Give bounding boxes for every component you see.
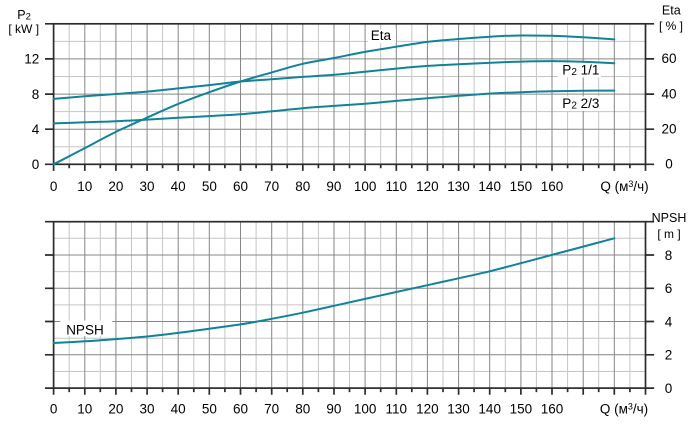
svg-text:8: 8 (665, 248, 673, 263)
svg-text:60: 60 (233, 179, 248, 194)
svg-text:60: 60 (661, 51, 676, 66)
svg-text:Eta: Eta (662, 4, 681, 18)
svg-text:P2 2/3: P2 2/3 (562, 96, 599, 112)
svg-text:40: 40 (171, 402, 186, 417)
svg-text:20: 20 (108, 179, 123, 194)
svg-text:90: 90 (326, 402, 341, 417)
svg-text:100: 100 (354, 179, 377, 194)
svg-text:[ kW ]: [ kW ] (8, 22, 39, 36)
svg-text:160: 160 (541, 179, 564, 194)
svg-text:60: 60 (233, 402, 248, 417)
svg-text:110: 110 (385, 402, 407, 417)
svg-text:50: 50 (202, 402, 217, 417)
svg-text:4: 4 (32, 122, 40, 137)
svg-text:10: 10 (77, 179, 92, 194)
svg-text:120: 120 (416, 179, 439, 194)
svg-text:40: 40 (171, 179, 186, 194)
svg-text:150: 150 (510, 179, 533, 194)
svg-text:100: 100 (354, 402, 377, 417)
svg-text:P2: P2 (17, 8, 31, 23)
svg-text:110: 110 (385, 179, 407, 194)
svg-text:[ m ]: [ m ] (657, 227, 680, 241)
svg-text:140: 140 (478, 402, 501, 417)
svg-text:12: 12 (24, 52, 39, 67)
svg-text:2: 2 (665, 348, 673, 363)
svg-text:Eta: Eta (371, 28, 392, 43)
svg-text:120: 120 (416, 402, 439, 417)
svg-text:4: 4 (665, 314, 673, 329)
svg-text:Q (м3/ч): Q (м3/ч) (600, 179, 648, 194)
svg-text:6: 6 (665, 281, 673, 296)
svg-text:P2 1/1: P2 1/1 (562, 62, 599, 78)
svg-text:[ % ]: [ % ] (659, 19, 683, 33)
svg-text:Q (м3/ч): Q (м3/ч) (600, 402, 648, 417)
svg-text:150: 150 (510, 402, 533, 417)
svg-text:10: 10 (77, 402, 92, 417)
svg-text:0: 0 (50, 179, 58, 194)
svg-text:20: 20 (661, 121, 676, 136)
svg-text:8: 8 (32, 87, 40, 102)
svg-text:70: 70 (264, 402, 279, 417)
svg-text:80: 80 (295, 402, 310, 417)
svg-text:30: 30 (140, 179, 155, 194)
svg-text:140: 140 (478, 179, 501, 194)
svg-text:20: 20 (108, 402, 123, 417)
svg-text:NPSH: NPSH (66, 322, 104, 337)
svg-text:70: 70 (264, 179, 279, 194)
svg-text:0: 0 (32, 157, 40, 172)
svg-text:0: 0 (665, 157, 673, 172)
svg-text:90: 90 (326, 179, 341, 194)
svg-text:50: 50 (202, 179, 217, 194)
svg-text:40: 40 (661, 86, 676, 101)
svg-text:0: 0 (665, 381, 673, 396)
svg-text:NPSH: NPSH (652, 211, 687, 225)
svg-text:0: 0 (50, 402, 58, 417)
svg-text:130: 130 (447, 179, 470, 194)
svg-text:130: 130 (447, 402, 470, 417)
svg-text:80: 80 (295, 179, 310, 194)
svg-text:160: 160 (541, 402, 564, 417)
svg-text:30: 30 (140, 402, 155, 417)
